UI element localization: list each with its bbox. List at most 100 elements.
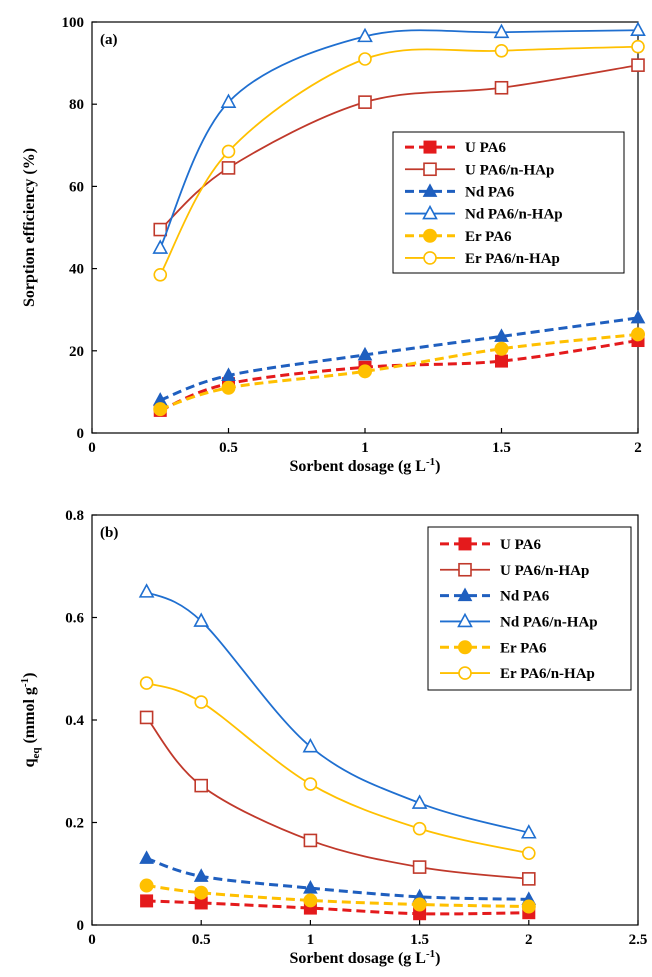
legend-box <box>392 131 625 274</box>
legend-marker <box>423 251 437 265</box>
data-point <box>139 676 154 690</box>
panel-label: (a) <box>100 32 118 48</box>
data-point <box>494 328 509 342</box>
data-point <box>138 583 155 598</box>
series-u-pa6-n-hap <box>139 710 536 886</box>
y-tick-label: 100 <box>62 15 85 31</box>
legend-marker <box>458 537 472 551</box>
series-line <box>146 682 529 855</box>
data-point <box>494 43 509 58</box>
y-axis-title-sub: eq <box>30 747 42 759</box>
x-axis-title-end: ) <box>435 950 440 967</box>
data-point <box>357 346 373 361</box>
y-axis-title-main: q <box>21 758 38 767</box>
x-axis-title-end: ) <box>435 458 440 475</box>
data-point <box>221 161 236 175</box>
x-axis-title: Sorbent dosage (g L-1) <box>290 948 441 967</box>
data-point <box>358 364 372 379</box>
data-point <box>221 144 236 159</box>
data-point <box>521 872 536 886</box>
data-point <box>153 402 168 417</box>
data-point <box>358 52 372 66</box>
data-point <box>152 239 169 254</box>
data-point <box>303 833 318 848</box>
data-point <box>139 850 154 864</box>
legend-label: U PA6/n-HAp <box>500 563 589 579</box>
series-er-pa6 <box>153 327 645 417</box>
data-point <box>412 897 427 912</box>
y-tick-label: 0.2 <box>65 816 84 832</box>
data-point <box>303 880 318 894</box>
legend-marker <box>422 183 438 197</box>
x-axis-title-sup: -1 <box>426 948 435 960</box>
panel-label: (b) <box>100 525 118 541</box>
y-tick-label: 0.6 <box>65 611 84 627</box>
legend-marker <box>423 228 437 243</box>
series-nd-pa6-n-hap <box>152 21 646 254</box>
legend-label: Er PA6 <box>500 640 547 656</box>
legend-box <box>427 526 632 691</box>
data-point <box>494 341 509 356</box>
data-point <box>193 868 209 882</box>
series-u-pa6-n-hap <box>153 58 645 237</box>
series-er-pa6 <box>139 878 536 914</box>
x-tick-label: 0 <box>88 440 96 456</box>
legend-label: Nd PA6 <box>500 589 550 605</box>
series-nd-pa6 <box>152 309 646 406</box>
legend-label: Nd PA6/n-HAp <box>465 207 563 223</box>
series-er-pa6-n-hap <box>139 676 536 861</box>
y-axis-title-sup: -1 <box>19 678 31 687</box>
legend-marker <box>458 562 472 577</box>
x-axis-title: Sorbent dosage (g L-1) <box>290 456 441 475</box>
legend-label: U PA6/n-HAp <box>465 162 554 178</box>
legend-marker <box>422 204 438 220</box>
data-point <box>303 777 318 791</box>
legend-marker <box>457 612 473 628</box>
y-tick-label: 60 <box>69 179 84 195</box>
legend-label: Er PA6 <box>465 229 512 245</box>
y-axis-title: qeq (mmol g-1) <box>19 673 42 768</box>
x-tick-label: 1 <box>361 440 369 456</box>
series-er-pa6-n-hap <box>153 39 645 282</box>
data-point <box>303 893 318 908</box>
x-axis-title-main: Sorbent dosage (g L <box>290 458 426 475</box>
y-tick-label: 20 <box>69 344 84 360</box>
y-axis-title-main: Sorption efficiency (%) <box>21 148 38 307</box>
data-point <box>153 222 168 237</box>
data-point <box>140 894 154 908</box>
y-tick-label: 0 <box>77 426 85 442</box>
data-point <box>631 327 645 342</box>
y-axis-title-end: (mmol g <box>21 687 38 747</box>
data-point <box>193 612 210 627</box>
series-line <box>159 316 639 402</box>
y-axis-title-close: ) <box>21 673 38 678</box>
data-point <box>631 58 645 72</box>
data-point <box>412 860 427 874</box>
series-line <box>146 856 529 901</box>
data-point <box>493 23 510 39</box>
data-point <box>630 309 646 324</box>
y-tick-label: 80 <box>69 97 84 113</box>
data-point <box>412 821 427 836</box>
data-point <box>153 267 168 282</box>
series-line <box>159 332 639 411</box>
x-tick-label: 2 <box>525 932 533 948</box>
x-tick-label: 1.5 <box>410 932 429 948</box>
data-point <box>520 824 537 839</box>
x-tick-label: 0.5 <box>219 440 238 456</box>
data-point <box>194 885 209 900</box>
data-point <box>139 878 154 893</box>
legend-marker <box>423 140 437 154</box>
x-axis-title-sup: -1 <box>426 456 435 468</box>
legend: U PA6 U PA6/n-HAp Nd PA6 Nd PA6/n-HAp Er PA6… <box>427 526 632 691</box>
legend-label: Er PA6/n-HAp <box>500 666 595 682</box>
data-point <box>220 93 237 108</box>
chart-a: 0 20 40 60 80 100 0 0.5 1 1.5 2 Sorbent dosage (g L… <box>21 15 646 475</box>
legend-marker <box>458 640 472 655</box>
y-tick-label: 40 <box>69 262 84 278</box>
data-point <box>194 695 208 709</box>
x-tick-label: 0.5 <box>192 932 211 948</box>
legend-label: U PA6 <box>500 537 541 553</box>
chart-b: 0 0.2 0.4 0.6 0.8 0 0.5 1 1.5 2 2.5 Sorbent dosage … <box>19 508 647 967</box>
